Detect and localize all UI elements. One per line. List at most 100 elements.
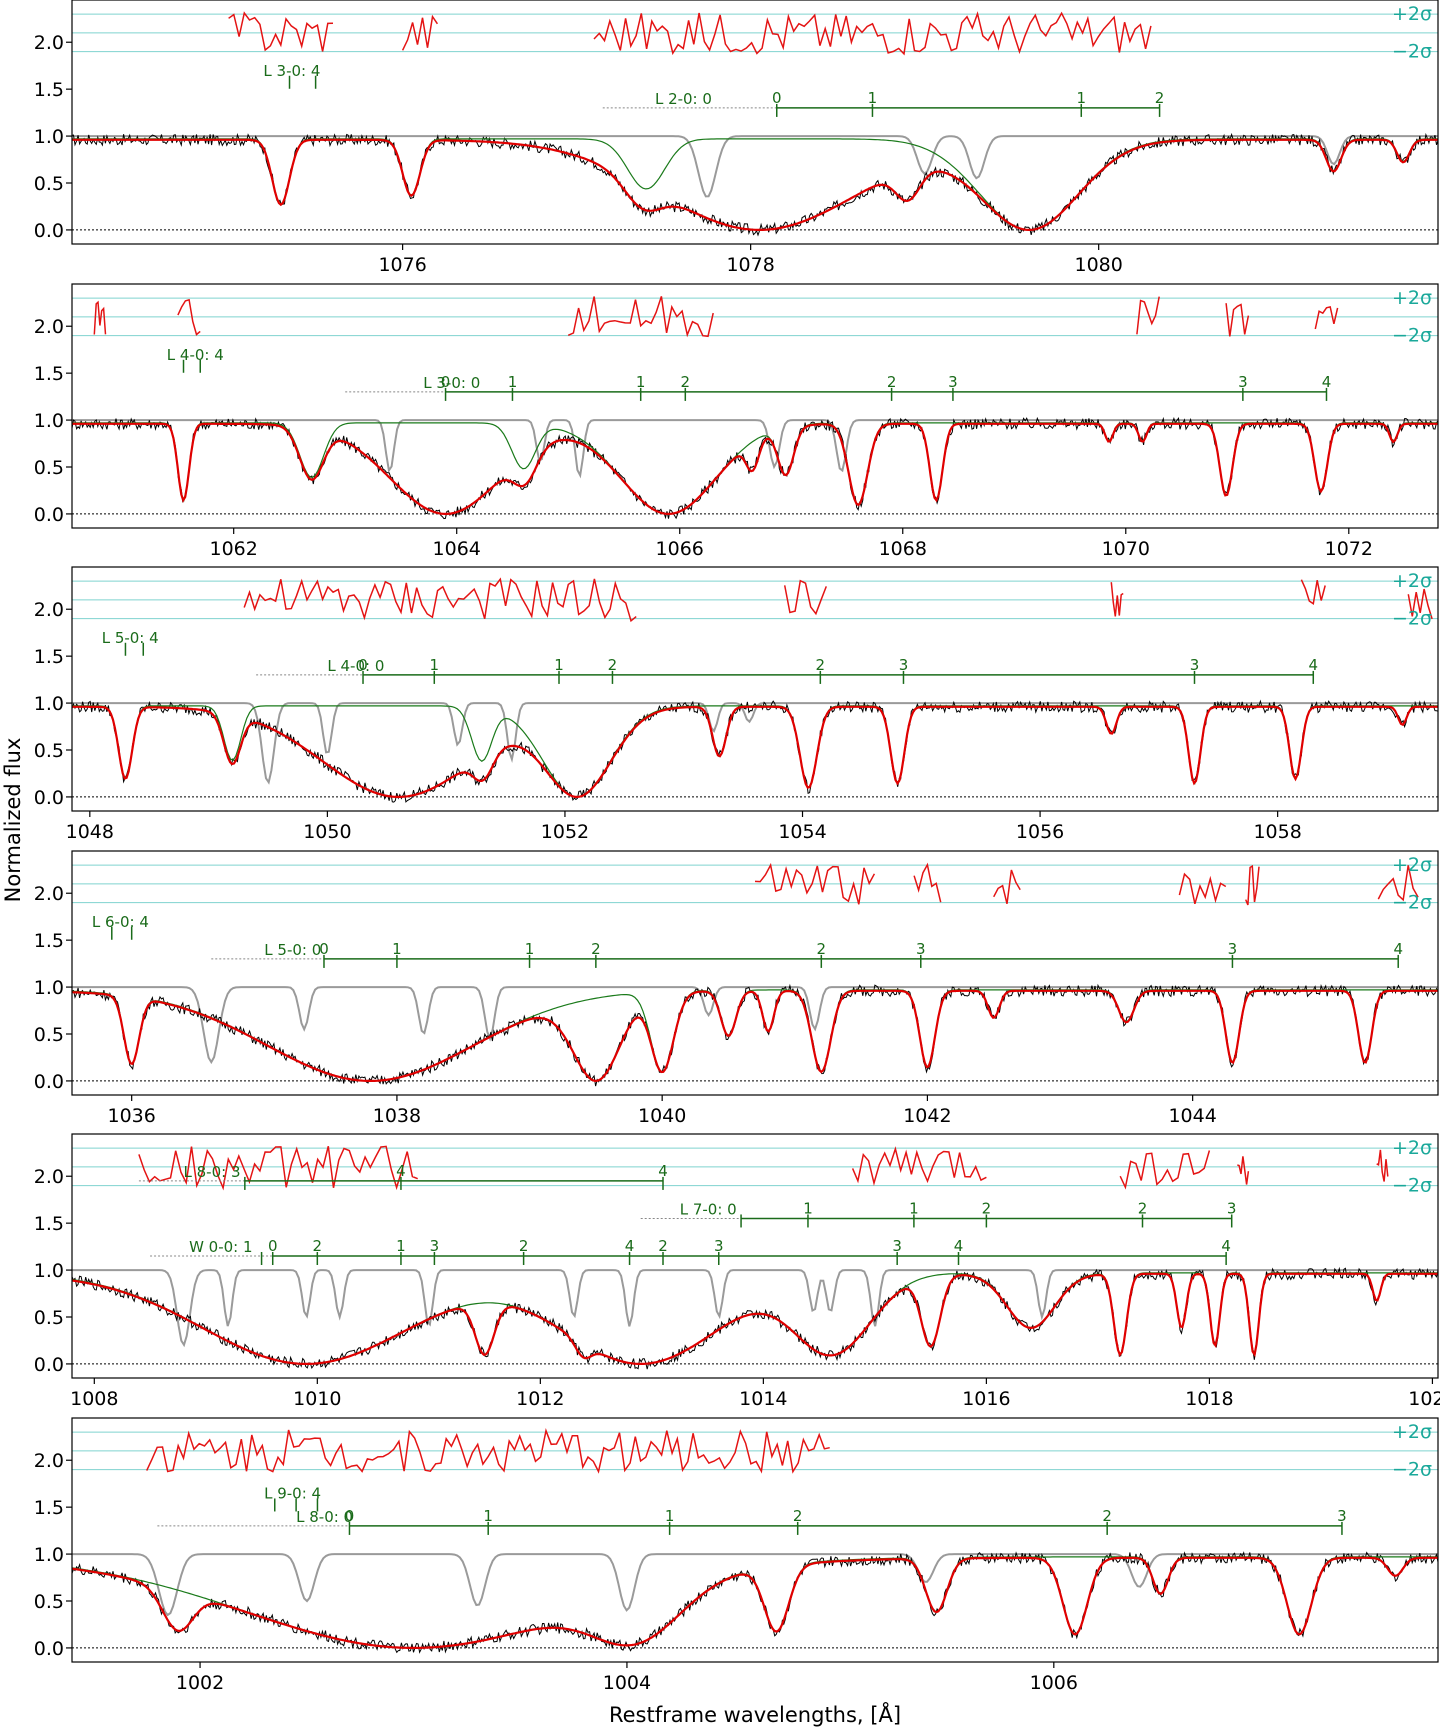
y-tick-label: 1.0 [34, 410, 64, 432]
partial-fit [72, 989, 1438, 1082]
model-fit [72, 138, 1438, 231]
residual-segment [146, 1428, 830, 1474]
model-fit [72, 705, 1438, 799]
y-tick-label: 1.0 [34, 977, 64, 999]
y-tick-label: 0.5 [34, 1307, 64, 1329]
y-tick-label: 1.0 [34, 1544, 64, 1566]
residual-segment [1136, 296, 1160, 335]
line-set-tick-label: 4 [658, 1162, 668, 1180]
y-tick-label: 0.0 [34, 220, 64, 242]
x-tick-label: 1016 [962, 1388, 1010, 1410]
residual-segment [593, 11, 1152, 56]
y-tick-label: 2.0 [34, 599, 64, 621]
line-set-tick-label: 3 [948, 373, 958, 391]
sigma-minus-label: −2σ [1392, 41, 1432, 63]
panel-frame [71, 850, 1439, 1096]
sigma-plus-label: +2σ [1392, 1421, 1432, 1443]
data-spectrum [72, 983, 1438, 1087]
line-set-tick-label: 2 [1155, 89, 1165, 107]
line-set-label: L 4-0: 0 [327, 657, 384, 675]
line-set-tick-label: 1 [803, 1199, 813, 1217]
line-set-tick-label: 2 [887, 373, 897, 391]
y-tick-label: 1.0 [34, 693, 64, 715]
line-set-tick-label: 3 [916, 940, 926, 958]
line-set-tick-label: 1 [508, 373, 518, 391]
partial-fit [72, 705, 1438, 798]
x-tick-label: 1008 [70, 1388, 118, 1410]
line-set-tick-label: 0 [358, 656, 368, 674]
model-fit [72, 989, 1438, 1083]
panel-frame [71, 566, 1439, 812]
x-tick-label: 1070 [1102, 538, 1150, 560]
line-set-tick-label: 2 [1102, 1507, 1112, 1525]
panel-plot-area [72, 11, 1438, 237]
x-tick-label: 1048 [66, 821, 114, 843]
y-tick-label: 0.5 [34, 1024, 64, 1046]
line-set-tick-label: 3 [1228, 940, 1238, 958]
y-tick-label: 1.5 [34, 363, 64, 385]
panel-frame [71, 283, 1439, 529]
line-set-tick-label: 4 [1322, 373, 1332, 391]
line-set-tick-label: 2 [793, 1507, 803, 1525]
y-tick-label: 1.5 [34, 79, 64, 101]
partial-fit [72, 1272, 1438, 1365]
line-set-tick-label: 3 [1337, 1507, 1347, 1525]
line-set-tick-label: 2 [982, 1199, 992, 1217]
residual-segment [1407, 588, 1433, 620]
line-set-label: L 8-0: 3 [184, 1163, 241, 1181]
line-set-tick-label: 1 [392, 940, 402, 958]
x-tick-label: 1062 [210, 538, 258, 560]
panel-5: 4 4 L 8-0: 3 1 1 2 2 3 L 7-0: 0 0 2 1 3 2 4 2 3 3 4 4 W 0-0:… [34, 1133, 1440, 1410]
line-set-tick-label: 2 [608, 656, 618, 674]
panel-6: L 9-0: 4 0 1 1 2 2 3 L 8-0: 0 +2σ −2σ 0.0 0.5 1.0 1.5… [34, 1417, 1439, 1694]
x-tick-label: 1080 [1074, 254, 1122, 276]
panel-plot-area [72, 1145, 1438, 1370]
residual-segment [1237, 1156, 1250, 1185]
residual-segment [567, 296, 714, 338]
residual-segment [993, 869, 1021, 904]
panel-plot-area [72, 1428, 1438, 1654]
residual-segment [1119, 1150, 1211, 1190]
component-profile [72, 986, 1438, 1065]
model-fit [72, 422, 1438, 516]
y-tick-label: 0.0 [34, 787, 64, 809]
x-tick-label: 1044 [1168, 1105, 1216, 1127]
data-spectrum [72, 1266, 1438, 1370]
y-tick-label: 2.0 [34, 1450, 64, 1472]
panel-1: L 3-0: 4 0 1 1 2 L 2-0: 0 +2σ −2σ 0.0 0.5 1.0 1.5 2.… [34, 0, 1439, 276]
component-profile [72, 702, 1438, 785]
line-set-tick-label: 2 [519, 1237, 529, 1255]
line-set-tick-label: 4 [625, 1237, 635, 1255]
residual-segment [783, 579, 827, 616]
line-set-label: L 9-0: 4 [264, 1484, 321, 1502]
line-set-tick-label: 1 [396, 1237, 406, 1255]
line-set-tick-label: 2 [816, 656, 826, 674]
panel-frame [71, 1133, 1439, 1379]
panel-plot-area [72, 577, 1438, 803]
line-set-tick-label: 0 [345, 1507, 355, 1525]
sigma-minus-label: −2σ [1392, 325, 1432, 347]
line-set-tick-label: 4 [1309, 656, 1319, 674]
y-tick-label: 2.0 [34, 883, 64, 905]
line-set-tick-label: 1 [483, 1507, 493, 1525]
residual-segment [138, 1145, 418, 1191]
line-set-tick-label: 1 [868, 89, 878, 107]
line-set-tick-label: 0 [319, 940, 329, 958]
line-set-tick-label: 1 [1077, 89, 1087, 107]
line-set-tick-label: 3 [892, 1237, 902, 1255]
model-fit [72, 1272, 1438, 1366]
line-set-label: L 5-0: 0 [264, 941, 321, 959]
y-tick-label: 0.0 [34, 1071, 64, 1093]
y-tick-label: 0.0 [34, 1638, 64, 1660]
x-tick-label: 1002 [176, 1672, 224, 1694]
x-tick-label: 1018 [1185, 1388, 1233, 1410]
x-tick-label: 1004 [603, 1672, 651, 1694]
line-set-label: L 6-0: 4 [92, 913, 149, 931]
line-set-label: L 7-0: 0 [680, 1200, 737, 1218]
x-axis-title: Restframe wavelengths, [Å] [609, 1701, 901, 1727]
y-tick-label: 1.5 [34, 1213, 64, 1235]
line-set-tick-label: 2 [591, 940, 601, 958]
y-tick-label: 1.0 [34, 126, 64, 148]
y-tick-label: 0.5 [34, 173, 64, 195]
